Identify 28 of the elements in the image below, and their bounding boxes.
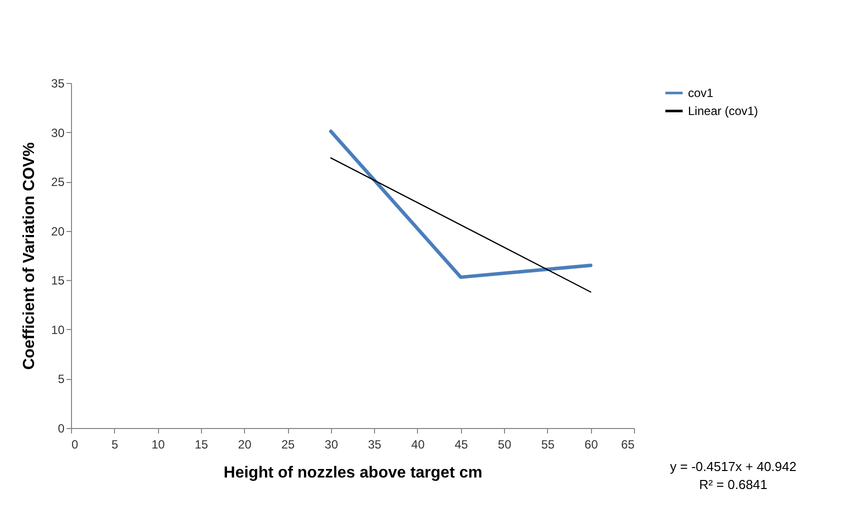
y-tick-label: 5: [58, 372, 65, 386]
x-tick-label: 55: [541, 438, 555, 452]
x-tick-label: 50: [498, 438, 512, 452]
x-tick-label: 25: [281, 438, 296, 452]
x-tick-label: 65: [621, 438, 635, 452]
x-tick-label: 20: [238, 438, 252, 452]
x-tick-label: 5: [111, 438, 118, 452]
legend-label: cov1: [688, 86, 714, 100]
text: y = -0.4517x + 40.942: [670, 458, 796, 476]
x-tick-label: 0: [72, 438, 78, 452]
x-tick-label: 40: [411, 438, 425, 452]
y-tick-label: 0: [58, 422, 65, 436]
y-tick-label: 20: [51, 224, 65, 238]
y-tick-label: 25: [51, 175, 65, 190]
x-tick-label: 15: [194, 438, 208, 452]
x-tick-label: 45: [454, 438, 468, 452]
x-tick-label: 35: [368, 438, 382, 452]
y-axis-title: Coefficient of Variation COV%: [21, 142, 38, 370]
legend-label: Linear (cov1): [688, 104, 758, 118]
x-axis-title: Height of nozzles above target cm: [224, 464, 482, 482]
x-tick-label: 30: [324, 438, 338, 452]
y-tick-label: 35: [51, 76, 65, 90]
y-tick-label: 10: [51, 322, 65, 337]
x-tick-label: 60: [584, 438, 598, 452]
text: R² = 0.6841: [698, 476, 768, 494]
y-tick-label: 30: [51, 126, 65, 140]
x-tick-label: 10: [151, 438, 166, 452]
y-tick-label: 15: [51, 274, 65, 288]
